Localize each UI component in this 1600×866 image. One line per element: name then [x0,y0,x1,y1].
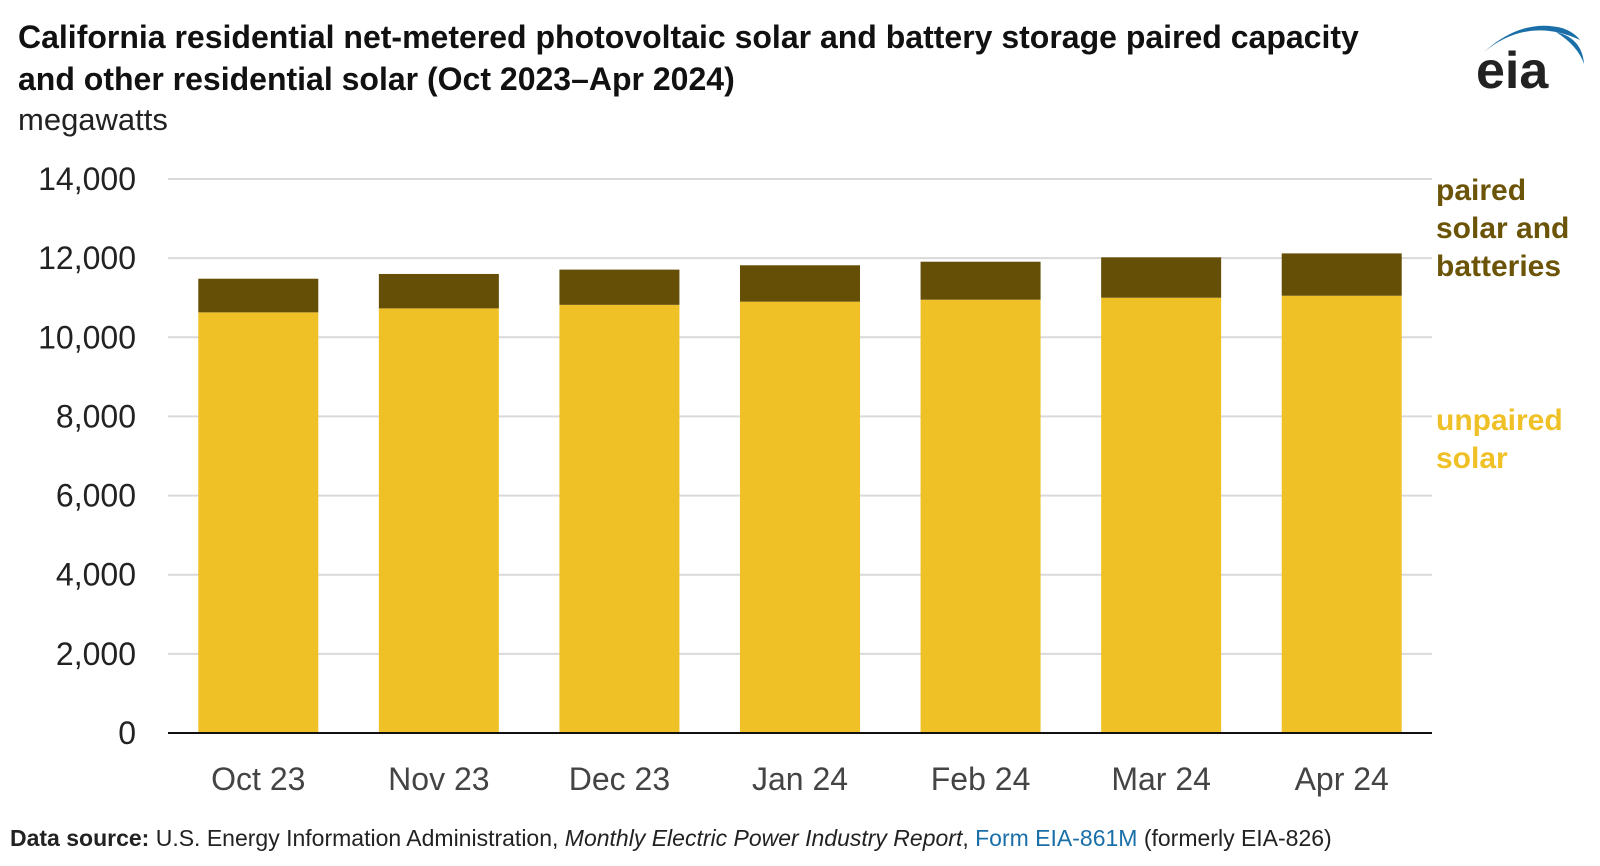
legend-paired-line: paired [1436,174,1527,207]
legend-paired-line: batteries [1436,250,1562,283]
x-tick-label: Apr 24 [1295,761,1389,797]
units-label: megawatts [18,102,168,137]
bar-paired-solar-and-batteries [920,261,1041,300]
data-source: Data source: U.S. Energy Information Adm… [10,825,1332,852]
y-tick-label: 0 [118,715,136,751]
report-name: Monthly Electric Power Industry Report [564,825,963,851]
bar-unpaired-solar [740,301,860,733]
form-note: (formerly EIA-826) [1143,825,1332,851]
source-text: U.S. Energy Information Administration, [155,825,559,851]
x-axis-ticks: Oct 23 Nov 23 Dec 23 Jan 24 Feb 24 Mar 24 Apr … [211,761,1389,797]
x-tick-label: Feb 24 [931,761,1031,797]
legend-paired-line: solar and [1436,212,1570,245]
bar-paired-solar-and-batteries [378,273,499,309]
bar-unpaired-solar [378,308,499,733]
legend-unpaired: unpaired solar [1436,402,1596,478]
bar-unpaired-solar [559,304,680,733]
bar-paired-solar-and-batteries [559,269,680,305]
legend-unpaired-line: solar [1436,442,1508,475]
bar-chart: 02,0004,0006,0008,00010,00012,00014,000 … [38,161,1432,797]
y-tick-label: 6,000 [56,478,136,514]
y-tick-label: 8,000 [56,398,136,434]
bar-paired-solar-and-batteries [198,278,319,313]
x-tick-label: Jan 24 [752,761,848,797]
bars [198,253,1402,733]
x-tick-label: Nov 23 [388,761,489,797]
chart-title: California residential net-metered photo… [18,19,1359,97]
bar-unpaired-solar [920,299,1041,733]
legend-unpaired-line: unpaired [1436,404,1563,437]
eia-logo-text: eia [1478,42,1549,100]
bar-unpaired-solar [198,312,319,733]
bar-paired-solar-and-batteries [1281,253,1402,296]
eia-logo-arc-icon [1484,25,1580,52]
source-label: Data source: [10,825,150,851]
legend-paired: paired solar and batteries [1436,172,1596,286]
y-tick-label: 10,000 [38,319,136,355]
bar-paired-solar-and-batteries [740,265,860,302]
y-axis-ticks: 0 2,000 4,000 6,000 8,000 10,000 12,000 14,000 [38,161,136,751]
x-tick-label: Dec 23 [569,761,670,797]
bar-paired-solar-and-batteries [1101,257,1222,298]
y-tick-label: 12,000 [38,240,136,276]
bar-unpaired-solar [1101,297,1222,733]
y-tick-label: 2,000 [56,636,136,672]
y-tick-label: 4,000 [56,557,136,593]
form-link[interactable]: Form EIA-861M [975,825,1138,851]
x-tick-label: Mar 24 [1111,761,1211,797]
y-tick-label: 14,000 [38,161,136,197]
eia-logo: eia [1478,25,1584,100]
x-tick-label: Oct 23 [211,761,305,797]
source-comma: , [962,825,969,851]
bar-unpaired-solar [1281,295,1402,733]
